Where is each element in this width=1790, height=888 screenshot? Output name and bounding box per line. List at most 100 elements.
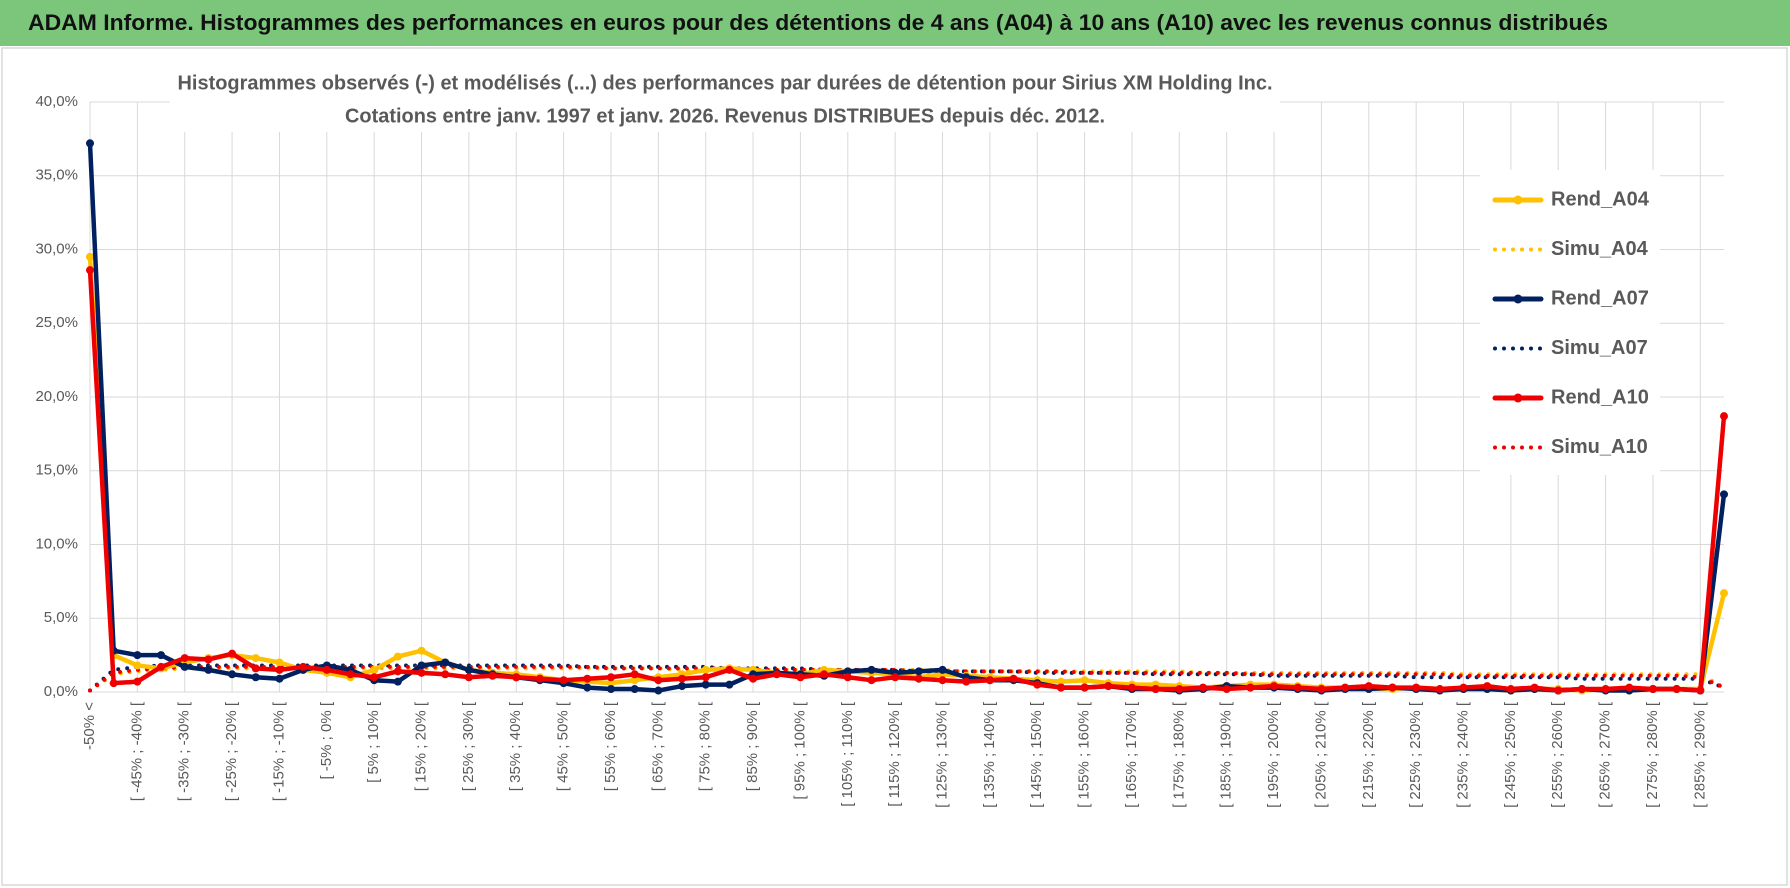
point (346, 670, 355, 679)
point (583, 674, 592, 683)
x-tick-label: [ 115% ; 120% [ (886, 701, 903, 807)
point (1720, 412, 1728, 421)
point (133, 677, 142, 686)
point (867, 676, 876, 685)
y-tick-label: 40,0% (35, 93, 78, 110)
point (370, 665, 379, 674)
x-tick-label: [ -35% ; -30% [ (176, 701, 193, 801)
legend-label: Simu_A07 (1551, 337, 1648, 359)
chart-title: Histogrammes observés (-) et modélisés (… (178, 72, 1273, 94)
point (985, 676, 994, 685)
point (1080, 676, 1089, 685)
point (654, 676, 663, 685)
x-tick-label: [ 165% ; 170% [ (1123, 701, 1140, 808)
point (1577, 685, 1586, 694)
point (1033, 680, 1042, 689)
point (393, 677, 402, 686)
x-tick-label: [ 85% ; 90% [ (744, 701, 761, 791)
point (1104, 682, 1113, 691)
point (843, 673, 852, 682)
point (1720, 589, 1728, 598)
point (1175, 685, 1184, 694)
title-backing (170, 66, 1280, 132)
x-tick-label: [ 75% ; 80% [ (697, 701, 714, 791)
point (157, 651, 166, 660)
point (370, 673, 379, 682)
point (417, 668, 426, 677)
legend-marker (1513, 195, 1523, 205)
point (133, 651, 142, 660)
x-tick-label: [ -5% ; 0% [ (318, 701, 335, 779)
point (820, 670, 829, 679)
chart-frame (1, 47, 1788, 886)
point (1696, 686, 1705, 695)
point (1293, 683, 1302, 692)
model-line (88, 664, 1726, 693)
point (180, 654, 189, 663)
y-tick-label: 5,0% (44, 609, 78, 626)
point (1412, 683, 1421, 692)
x-tick-label: [ 135% ; 140% [ (981, 701, 998, 808)
x-tick-label: [ -45% ; -40% [ (128, 701, 145, 801)
x-tick-label: [ 95% ; 100% [ (791, 701, 808, 799)
point (701, 680, 710, 689)
point (962, 677, 971, 686)
point (914, 667, 923, 676)
point (157, 662, 166, 671)
point (1483, 682, 1492, 691)
point (133, 661, 142, 670)
point (228, 649, 237, 658)
point (1364, 682, 1373, 691)
point (891, 673, 900, 682)
x-tick-label: [ 15% ; 20% [ (413, 701, 430, 791)
observed-line (87, 267, 1727, 693)
point (275, 658, 284, 667)
point (1388, 683, 1397, 692)
point (1625, 683, 1634, 692)
x-tick-label: -50% < (81, 702, 98, 750)
point (938, 665, 947, 674)
x-tick-label: [ -25% ; -20% [ (223, 701, 240, 801)
point (796, 673, 805, 682)
point (630, 670, 639, 679)
x-tick-label: [ 125% ; 130% [ (933, 701, 950, 808)
point (1127, 683, 1136, 692)
point (1246, 683, 1255, 692)
point (1317, 685, 1326, 694)
point (583, 683, 592, 692)
point (867, 665, 876, 674)
point (1009, 674, 1018, 683)
point (606, 679, 615, 688)
point (86, 266, 94, 275)
legend-marker (1513, 294, 1523, 304)
point (1056, 677, 1065, 686)
x-tick-label: [ 275% ; 280% [ (1644, 701, 1661, 808)
x-tick-label: [ 265% ; 270% [ (1597, 701, 1614, 808)
x-tick-label: [ 105% ; 110% [ (839, 701, 856, 807)
x-tick-label: [ 155% ; 160% [ (1076, 701, 1093, 808)
point (441, 658, 450, 667)
y-tick-label: 20,0% (35, 388, 78, 405)
point (204, 655, 213, 664)
point (678, 682, 687, 691)
legend-marker (1513, 393, 1523, 403)
point (1459, 683, 1468, 692)
point (1601, 685, 1610, 694)
point (228, 670, 237, 679)
legend-label: Simu_A04 (1551, 238, 1649, 260)
y-tick-label: 25,0% (35, 314, 78, 331)
point (938, 676, 947, 685)
x-tick-label: [ 145% ; 150% [ (1028, 701, 1045, 808)
y-tick-label: 10,0% (35, 535, 78, 552)
point (654, 686, 663, 695)
x-tick-label: [ 25% ; 30% [ (460, 701, 477, 791)
y-tick-label: 35,0% (35, 167, 78, 184)
title-bar (0, 0, 1790, 46)
y-tick-label: 0,0% (44, 683, 78, 700)
x-tick-label: [ 45% ; 50% [ (555, 701, 572, 791)
y-tick-label: 15,0% (35, 462, 78, 479)
point (417, 661, 426, 670)
chart-subtitle: Cotations entre janv. 1997 et janv. 2026… (345, 105, 1105, 127)
point (322, 665, 331, 674)
